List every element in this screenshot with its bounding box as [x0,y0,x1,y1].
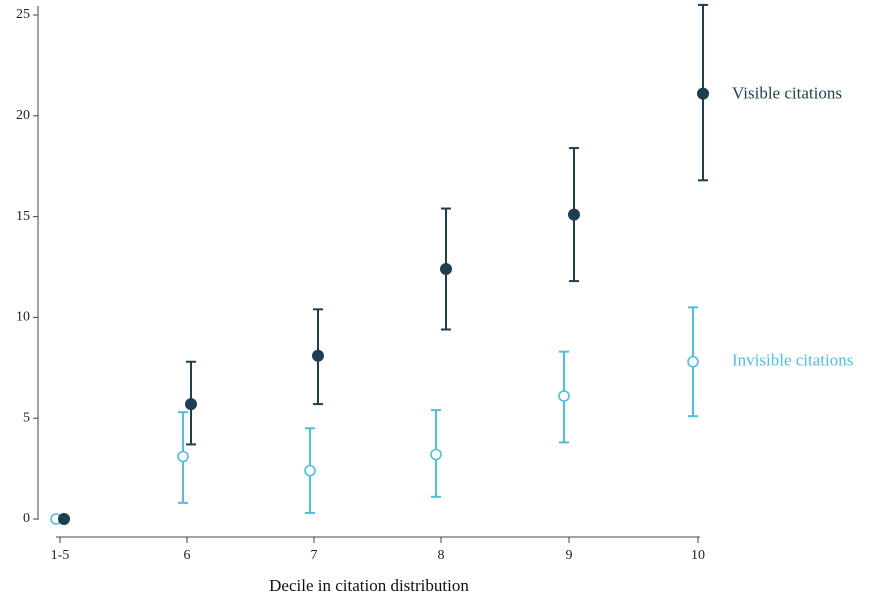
series-visible-citations [58,3,709,525]
data-point [185,398,197,411]
data-point [177,450,189,463]
series-label-invisible-citations: Invisible citations [732,351,853,370]
x-tick-label-6: 6 [184,548,191,563]
y-axis: 0 5 10 15 20 25 [16,6,39,526]
series-invisible-citations [50,306,699,525]
x-tick-label-10: 10 [691,548,705,563]
data-point [312,349,324,362]
chart-marks [50,3,709,525]
data-point [568,208,580,221]
data-point [558,390,570,402]
x-tick-label-8: 8 [438,548,445,563]
x-tick-label-9: 9 [566,548,573,563]
data-point [697,87,709,100]
x-axis: 1-5 6 7 8 9 10 [51,536,705,563]
data-point [58,513,70,525]
data-point [687,355,699,368]
data-point [440,263,452,276]
series-label-visible-citations: Visible citations [732,84,842,103]
x-tick-label-1-5: 1-5 [51,548,70,563]
y-tick-label-5: 5 [23,410,30,425]
x-tick-label-7: 7 [311,548,318,563]
y-tick-label-0: 0 [23,511,30,526]
data-point [430,448,442,461]
series-labels: Visible citations Invisible citations [732,84,853,370]
y-tick-label-15: 15 [16,209,30,224]
x-axis-label: Decile in citation distribution [269,576,469,595]
data-point [304,464,316,477]
y-tick-label-20: 20 [16,108,30,123]
y-tick-label-25: 25 [16,7,30,22]
y-tick-label-10: 10 [16,310,30,325]
